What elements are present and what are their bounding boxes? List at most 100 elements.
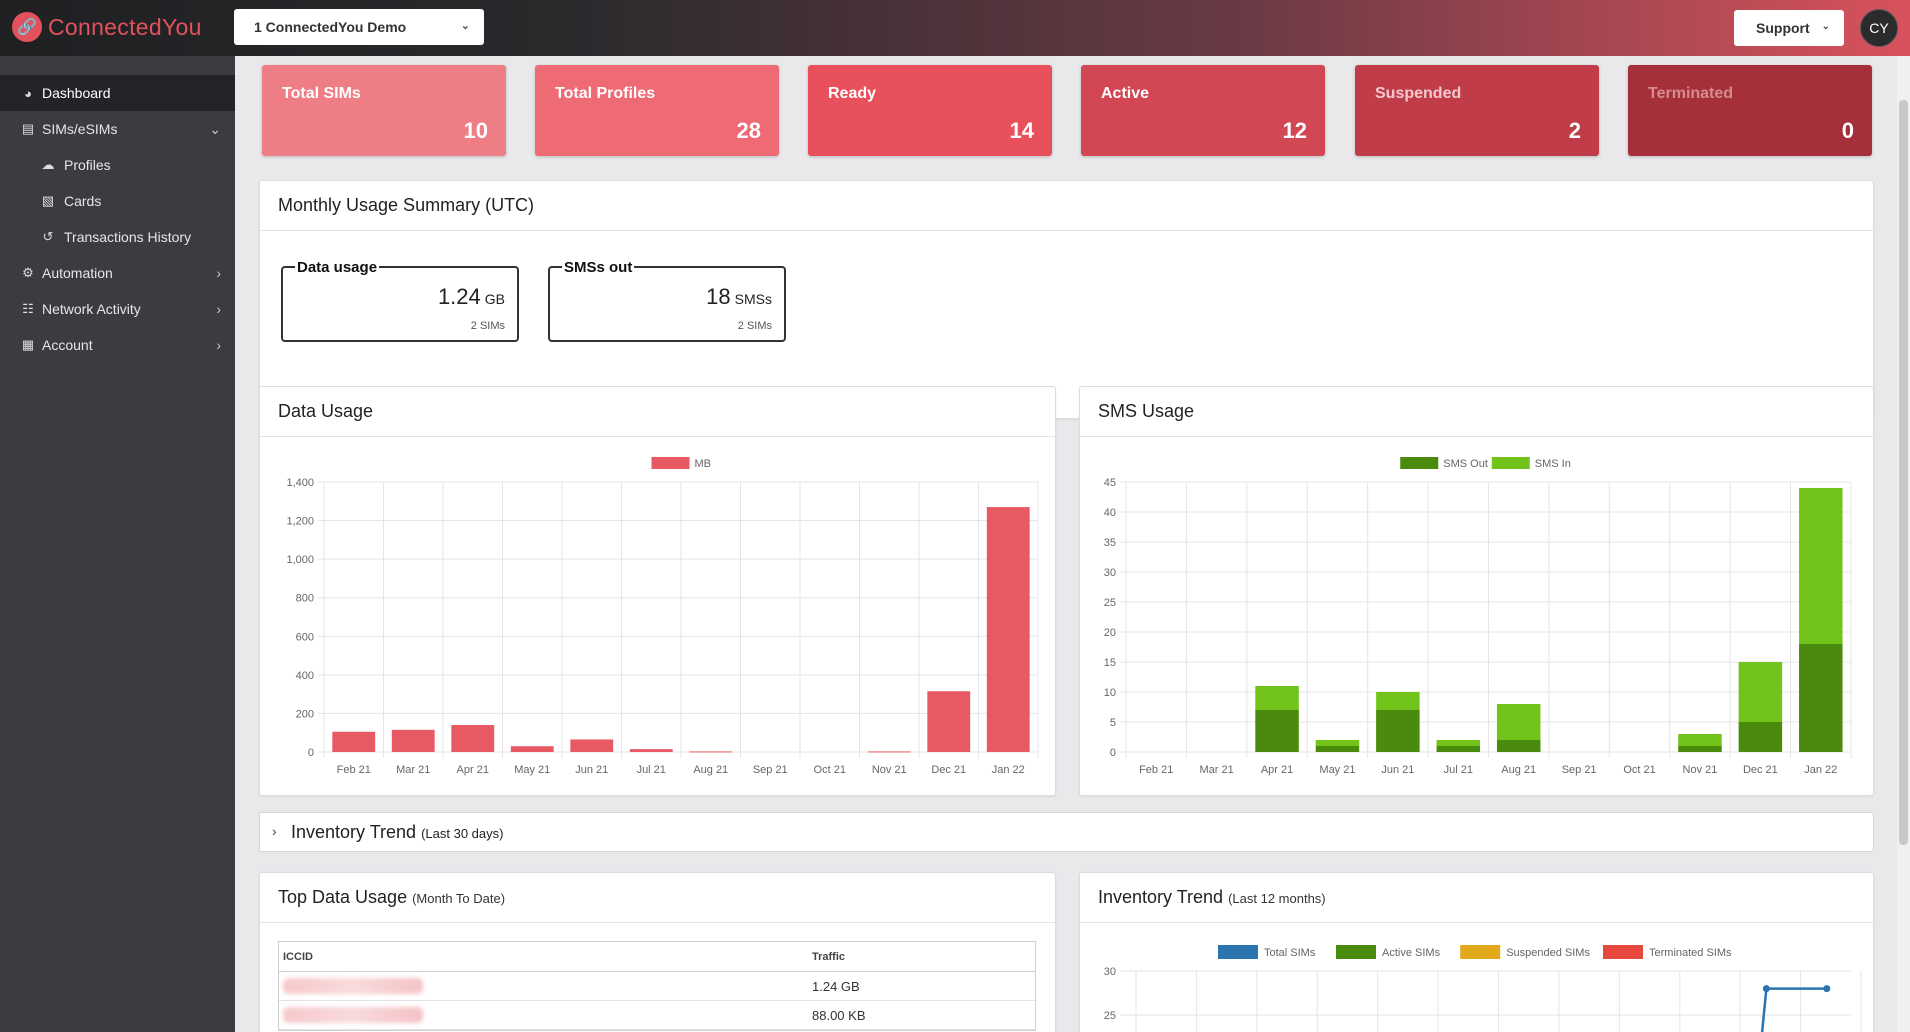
bar: [510, 746, 554, 752]
y-tick-label: 30: [1104, 567, 1116, 579]
sidebar-item-cards[interactable]: ▧ Cards: [0, 183, 235, 219]
bar: [391, 729, 435, 752]
y-tick-label: 0: [1110, 747, 1116, 759]
sms-usage-chart: SMS Out SMS In 0 5 10 15 20 25 30 35 40 45 Feb 21 Mar…: [1104, 457, 1852, 776]
x-tick-label: Mar 21: [396, 764, 430, 776]
divider: [260, 922, 1055, 923]
stat-value: 2: [1568, 118, 1581, 143]
y-tick-label: 35: [1104, 537, 1116, 549]
account-select[interactable]: 1 ConnectedYou Demo ⌄: [234, 9, 484, 45]
sidebar-item-dashboard[interactable]: ◕ Dashboard: [0, 75, 235, 111]
stat-value: 0: [1841, 118, 1854, 143]
sidebar-item-label: SIMs/eSIMs: [42, 121, 118, 137]
y-tick-label: 200: [296, 708, 314, 720]
divider: [260, 436, 1055, 437]
stat-value: 28: [736, 118, 761, 143]
x-tick-label: Jan 22: [1804, 764, 1837, 776]
bar: [1738, 662, 1783, 722]
y-tick-label: 1,200: [286, 516, 314, 528]
column-header-traffic[interactable]: Traffic: [812, 951, 846, 963]
stat-terminated[interactable]: Terminated 0: [1628, 65, 1872, 156]
history-icon: ↺: [42, 229, 54, 244]
sidebar-item-account[interactable]: ▦ Account ›: [0, 327, 235, 363]
stat-value: 12: [1282, 118, 1307, 143]
cogs-icon: ⚙: [22, 265, 34, 280]
stat-label: Terminated: [1648, 85, 1734, 102]
sidebar-item-network-activity[interactable]: ☷ Network Activity ›: [0, 291, 235, 327]
legend-swatch: [1460, 945, 1501, 959]
card-title: SMS Usage: [1098, 401, 1195, 421]
x-tick-label: Apr 21: [1261, 764, 1293, 776]
avatar[interactable]: CY: [1860, 9, 1898, 47]
bar: [1255, 710, 1299, 752]
x-tick-label: May 21: [514, 764, 550, 776]
sidebar-item-label: Cards: [64, 193, 102, 209]
card-subtitle: (Last 12 months): [1228, 891, 1326, 906]
x-tick-label: Jun 21: [575, 764, 608, 776]
column-header-iccid[interactable]: ICCID: [283, 951, 313, 963]
y-tick-label: 10: [1104, 687, 1116, 699]
sidebar-item-label: Transactions History: [64, 229, 192, 245]
sidebar-item-sims[interactable]: ▤ SIMs/eSIMs ⌄: [0, 111, 235, 147]
stat-total-sims[interactable]: Total SIMs 10: [262, 65, 506, 156]
stat-total-profiles[interactable]: Total Profiles 28: [535, 65, 779, 156]
x-tick-label: Apr 21: [457, 764, 489, 776]
legend-swatch: [1218, 945, 1258, 959]
bar: [1496, 740, 1541, 752]
bar: [570, 739, 614, 752]
x-tick-label: Jun 21: [1381, 764, 1414, 776]
bar: [1376, 710, 1420, 752]
x-tick-label: May 21: [1319, 764, 1355, 776]
legend-swatch: [1491, 457, 1530, 469]
bar: [332, 731, 376, 752]
x-tick-label: Mar 21: [1200, 764, 1234, 776]
sidebar-item-label: Automation: [42, 265, 113, 281]
stat-active[interactable]: Active 12: [1081, 65, 1325, 156]
sidebar-item-transactions-history[interactable]: ↺ Transactions History: [0, 219, 235, 255]
sms-out-value: 18 SMSs: [706, 284, 772, 310]
x-tick-label: Jan 22: [992, 764, 1025, 776]
bar: [1376, 692, 1420, 710]
sms-out-number: 18: [706, 284, 731, 309]
legend-swatch: [1400, 457, 1439, 469]
building-icon: ▦: [21, 337, 35, 352]
stat-value: 14: [1009, 118, 1034, 143]
sms-out-unit: SMSs: [734, 291, 772, 307]
x-tick-label: Oct 21: [814, 764, 846, 776]
legend-label: MB: [695, 458, 712, 470]
chevron-down-icon: ⌄: [209, 120, 221, 137]
support-button[interactable]: Support ⌄: [1734, 10, 1844, 46]
data-usage-number: 1.24: [437, 284, 481, 309]
sidebar-item-automation[interactable]: ⚙ Automation ›: [0, 255, 235, 291]
data-usage-value: 1.24 GB: [438, 284, 505, 310]
brand[interactable]: 🔗 ConnectedYou: [12, 12, 202, 42]
table-row[interactable]: 1.24 GB: [279, 972, 1035, 1001]
stat-suspended[interactable]: Suspended 2: [1355, 65, 1599, 156]
stat-label: Suspended: [1375, 85, 1462, 102]
y-tick-label: 5: [1110, 717, 1116, 729]
scrollbar-thumb[interactable]: [1899, 100, 1908, 845]
collapse-title: Inventory Trend (Last 30 days): [291, 822, 503, 843]
x-tick-label: Nov 21: [872, 764, 907, 776]
table-row[interactable]: 88.00 KB: [279, 1001, 1035, 1030]
x-tick-label: Aug 21: [1501, 764, 1536, 776]
stat-ready[interactable]: Ready 14: [808, 65, 1052, 156]
bar: [1799, 644, 1843, 752]
inventory-trend-30-toggle[interactable]: › Inventory Trend (Last 30 days): [259, 812, 1874, 852]
chevron-right-icon: ›: [216, 301, 221, 317]
data-usage-unit: GB: [484, 291, 505, 307]
redacted-iccid: [283, 978, 423, 994]
x-tick-label: Sep 21: [753, 764, 788, 776]
sim-icon: ▤: [21, 121, 35, 136]
y-tick-label: 800: [296, 593, 314, 605]
bar: [451, 725, 495, 752]
legend-label: Active SIMs: [1382, 947, 1441, 959]
y-tick-label: 0: [308, 747, 314, 759]
data-usage-label: Data usage: [295, 259, 380, 276]
sidebar-item-label: Account: [42, 337, 93, 353]
sidebar-item-profiles[interactable]: ☁ Profiles: [0, 147, 235, 183]
bar: [1738, 722, 1783, 752]
data-point: [1823, 985, 1831, 993]
legend-label: Terminated SIMs: [1649, 947, 1732, 959]
traffic-value: 1.24 GB: [812, 979, 860, 994]
